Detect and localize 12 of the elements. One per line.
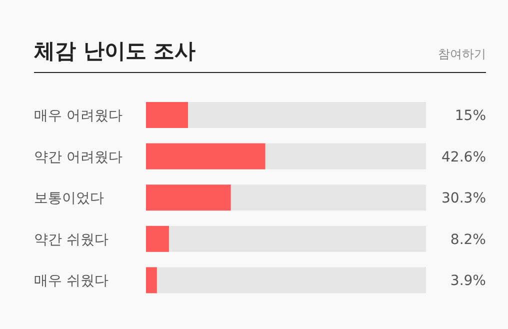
data-label: 30.3% xyxy=(442,190,486,207)
y-tick-label: 매우 어려웠다 xyxy=(34,108,122,124)
chart-title: 체감 난이도 조사 xyxy=(33,39,196,63)
y-tick-label: 보통이었다 xyxy=(34,190,104,207)
y-tick-label: 약간 쉬웠다 xyxy=(34,232,108,248)
y-tick-label: 약간 어려웠다 xyxy=(34,149,122,166)
text: 참여하기 xyxy=(438,47,486,61)
data-label: 3.9% xyxy=(450,273,486,290)
y-tick-label: 매우 쉬웠다 xyxy=(34,273,108,290)
data-label: 8.2% xyxy=(450,232,486,248)
data-label: 42.6% xyxy=(442,149,486,166)
data-label: 15% xyxy=(454,108,486,124)
